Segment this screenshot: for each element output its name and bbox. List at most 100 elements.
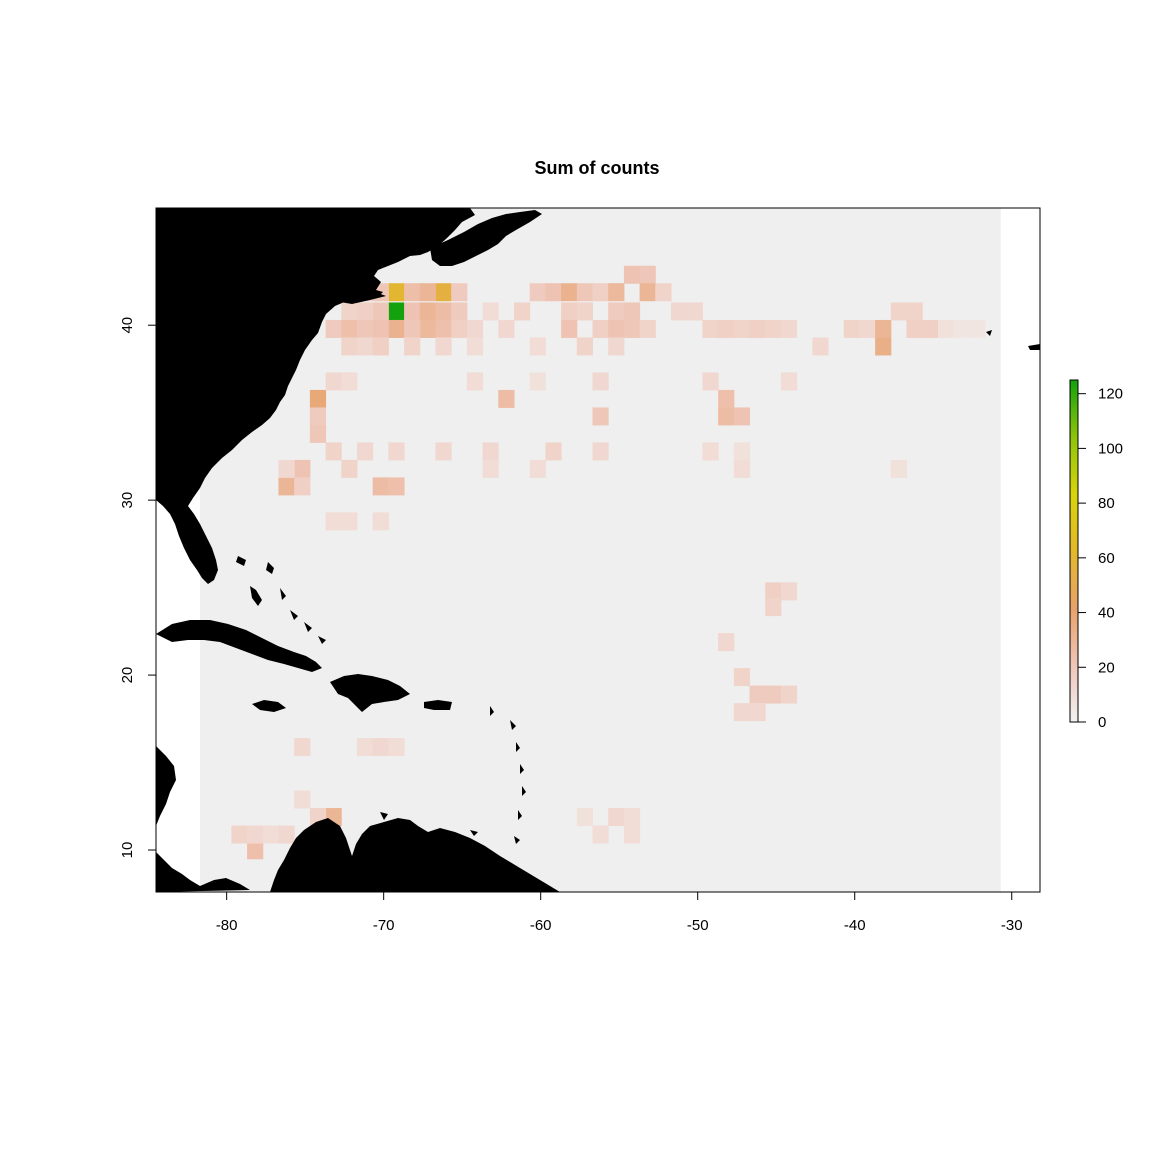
cuba-landmass	[156, 620, 322, 672]
count-cell	[325, 512, 342, 531]
count-cell	[576, 808, 594, 827]
count-cell	[294, 790, 311, 809]
count-cell	[702, 442, 719, 461]
count-cell	[561, 283, 578, 302]
count-cell	[356, 442, 374, 461]
count-cell	[372, 319, 389, 338]
count-cell	[969, 319, 986, 338]
count-cell	[561, 319, 578, 338]
count-cell	[388, 283, 405, 302]
nova-scotia-landmass	[430, 210, 542, 266]
y-tick-label: 30	[119, 492, 136, 509]
hispaniola-landmass	[330, 674, 410, 712]
count-cell	[592, 442, 609, 461]
south-america-landmass	[270, 818, 560, 892]
legend-tick-label: 40	[1098, 605, 1115, 622]
count-cell	[592, 319, 609, 338]
count-cell	[466, 372, 484, 391]
count-cell	[780, 582, 798, 601]
count-cell	[356, 302, 374, 321]
count-cell	[513, 302, 531, 321]
count-cell	[922, 319, 939, 338]
count-cell	[466, 337, 484, 356]
count-cell	[718, 407, 735, 426]
legend-tick-label: 0	[1098, 714, 1106, 731]
count-cell	[608, 337, 625, 356]
count-cell	[608, 808, 625, 827]
count-cell	[576, 302, 594, 321]
x-tick-label: -50	[687, 917, 709, 934]
legend-tick-label: 120	[1098, 386, 1123, 403]
count-cell	[765, 582, 782, 601]
count-cell	[592, 407, 609, 426]
count-cell	[608, 319, 625, 338]
x-tick-label: -60	[530, 917, 552, 934]
count-cell	[780, 319, 798, 338]
count-cell	[780, 372, 798, 391]
y-tick-label: 40	[119, 317, 136, 334]
x-tick-label: -80	[216, 917, 238, 934]
count-cell	[325, 442, 342, 461]
count-cell	[435, 442, 452, 461]
count-cell	[482, 302, 499, 321]
count-cell	[231, 825, 248, 844]
count-cell	[718, 319, 735, 338]
legend-color-bar	[1069, 379, 1079, 723]
x-tick-label: -30	[1001, 917, 1023, 934]
count-cell	[435, 283, 452, 302]
count-cell	[623, 825, 641, 844]
count-cell	[592, 372, 609, 391]
count-cell	[702, 319, 719, 338]
count-cell	[419, 283, 436, 302]
count-cell	[733, 407, 751, 426]
count-cell	[388, 477, 405, 496]
count-cell	[623, 808, 641, 827]
count-cell	[356, 337, 374, 356]
count-cell	[718, 633, 735, 652]
count-cell	[482, 459, 499, 478]
count-cell	[718, 389, 735, 408]
count-cell	[372, 302, 389, 321]
count-cell	[733, 442, 751, 461]
count-cell	[278, 825, 295, 844]
count-cell	[529, 337, 546, 356]
color-legend: 0 20 40 60 80 100 120	[1069, 379, 1123, 731]
legend-tick-label: 20	[1098, 659, 1115, 676]
count-cell	[561, 302, 578, 321]
count-cell	[498, 319, 515, 338]
count-cell	[435, 337, 452, 356]
count-cell	[655, 283, 672, 302]
count-cell	[404, 337, 421, 356]
count-cell	[733, 319, 751, 338]
count-cell	[309, 424, 327, 443]
count-cell	[592, 825, 609, 844]
count-cell	[309, 389, 327, 408]
count-cell	[466, 319, 484, 338]
count-cell	[294, 738, 311, 757]
count-cell	[498, 389, 515, 408]
count-cell	[890, 302, 908, 321]
count-cell	[388, 302, 405, 321]
count-cell	[247, 841, 264, 860]
count-cell	[341, 319, 358, 338]
count-cell	[639, 283, 656, 302]
count-cell	[592, 283, 609, 302]
count-cell	[294, 459, 311, 478]
count-cell	[262, 825, 279, 844]
count-cell	[278, 477, 295, 496]
count-cell	[341, 459, 358, 478]
count-cell	[356, 738, 374, 757]
count-cell	[341, 337, 358, 356]
count-cell	[875, 337, 892, 356]
count-cell	[404, 319, 421, 338]
count-cell	[686, 302, 703, 321]
count-cell	[419, 319, 436, 338]
count-cell	[309, 407, 327, 426]
count-cell	[843, 319, 860, 338]
count-cell	[890, 459, 908, 478]
count-cell	[623, 265, 641, 284]
count-cell	[749, 685, 766, 704]
count-cell	[388, 319, 405, 338]
count-cell	[953, 319, 970, 338]
